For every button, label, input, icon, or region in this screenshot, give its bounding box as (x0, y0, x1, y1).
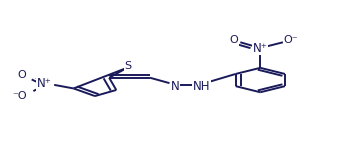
Text: O: O (229, 35, 238, 45)
Text: NH: NH (193, 80, 210, 93)
Text: N⁺: N⁺ (253, 42, 268, 55)
Text: N: N (171, 80, 179, 93)
Text: S: S (125, 61, 132, 71)
Text: N⁺: N⁺ (37, 77, 51, 90)
Text: ⁻O: ⁻O (12, 91, 26, 101)
Text: O⁻: O⁻ (283, 35, 298, 45)
Text: O: O (17, 70, 26, 80)
